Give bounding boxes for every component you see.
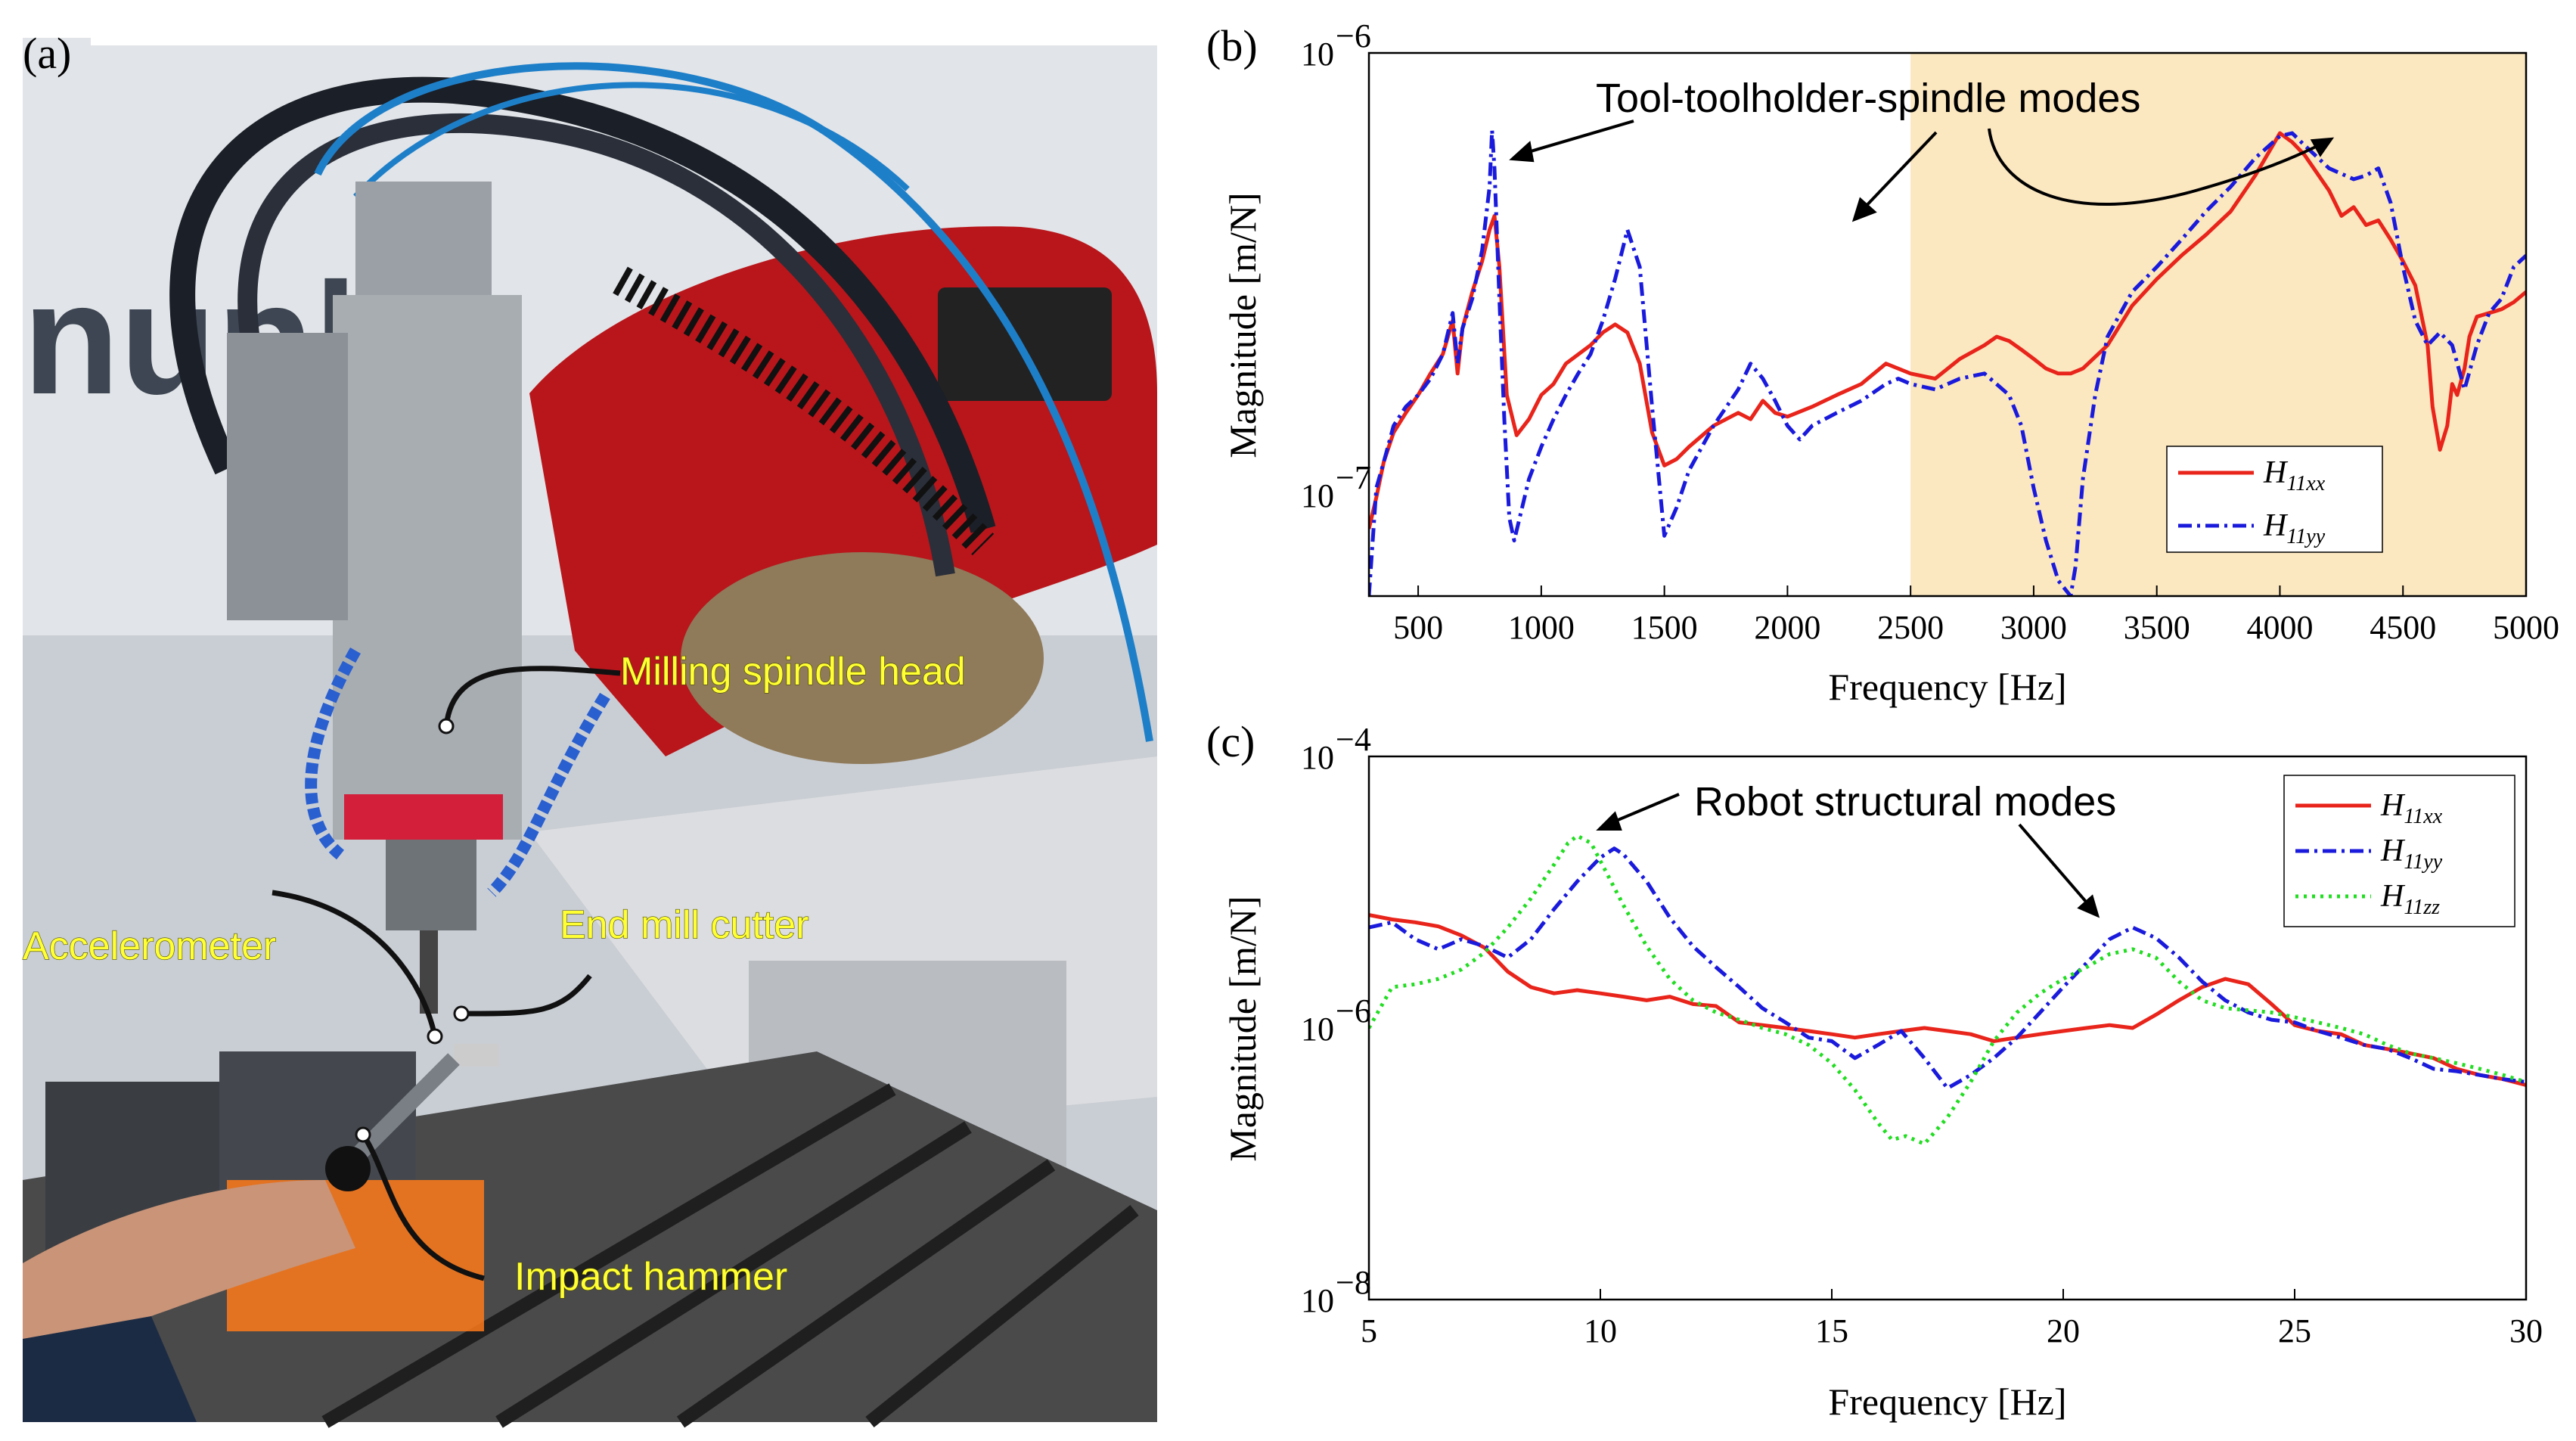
series-line-11xx bbox=[1369, 131, 2526, 530]
annotation-tool-modes: Tool-toolholder-spindle modes bbox=[1596, 76, 2140, 121]
coolant-hose-left bbox=[305, 648, 361, 860]
y-tick-top-b: 10 −6 bbox=[1301, 17, 1371, 73]
series-line-11yy bbox=[1369, 846, 2526, 1091]
svg-text:10: 10 bbox=[1301, 739, 1334, 776]
svg-text:10: 10 bbox=[1301, 1011, 1334, 1048]
x-tick-label: 1500 bbox=[1631, 609, 1698, 646]
annotation-arrows-b bbox=[1509, 120, 2335, 222]
tool-holder bbox=[386, 840, 476, 930]
operator-hand bbox=[23, 1180, 355, 1362]
callout-lines bbox=[272, 666, 621, 1281]
axes-frame-b bbox=[1367, 51, 2528, 598]
x-tick-label: 3500 bbox=[2124, 609, 2190, 646]
spindle-top bbox=[355, 182, 492, 310]
accelerometer bbox=[454, 1044, 499, 1067]
hammer-handle bbox=[349, 1053, 460, 1163]
x-tick-label: 25 bbox=[2278, 1312, 2311, 1349]
legend-c-label-xx: H11xx bbox=[2380, 788, 2443, 828]
robot-joint-plate bbox=[681, 552, 1044, 764]
x-axis-label-b: Frequency [Hz] bbox=[1828, 666, 2066, 708]
x-tick-label: 2000 bbox=[1754, 609, 1820, 646]
x-tick-label: 30 bbox=[2509, 1312, 2543, 1349]
operator-sleeve bbox=[23, 1316, 197, 1422]
legend-b-label-yy: H11yy bbox=[2263, 508, 2326, 548]
legend-b: H11xx H11yy bbox=[2166, 446, 2383, 553]
legend-c-label-zz: H11zz bbox=[2380, 879, 2440, 919]
y-axis-label-c: Magnitude [m/N] bbox=[1221, 896, 1264, 1161]
x-tick-label: 4000 bbox=[2246, 609, 2313, 646]
svg-text:−4: −4 bbox=[1336, 721, 1371, 758]
x-tick-label: 500 bbox=[1393, 609, 1443, 646]
x-tick-label: 20 bbox=[2047, 1312, 2080, 1349]
x-tick-label: 1000 bbox=[1508, 609, 1575, 646]
callout-impact-hammer: Impact hammer bbox=[514, 1255, 787, 1299]
y-tick-bot-c: 10 −8 bbox=[1301, 1264, 1371, 1319]
y-tick-mid-b: 10 −7 bbox=[1301, 459, 1371, 514]
svg-text:−8: −8 bbox=[1336, 1264, 1371, 1301]
svg-text:−6: −6 bbox=[1336, 17, 1371, 54]
cables bbox=[169, 62, 1153, 742]
coolant-hose-right bbox=[487, 692, 610, 897]
spindle-red-collar bbox=[344, 794, 503, 840]
svg-text:10: 10 bbox=[1301, 36, 1334, 73]
spindle-body bbox=[333, 295, 522, 840]
bed-slots bbox=[321, 1083, 1139, 1428]
hammer-head bbox=[325, 1146, 371, 1191]
photo-panel: nunh Mil bbox=[22, 29, 1157, 1428]
panel-c-label: (c) bbox=[1206, 719, 1255, 766]
chart-b: (b) 500 1000 1500 2000 2500 3000 3500 4000 4500 5… bbox=[1206, 17, 2559, 708]
legend-c: H11xx H11yy H11zz bbox=[2283, 775, 2515, 927]
series-line-11zz bbox=[1369, 834, 2526, 1146]
panel-b-label: (b) bbox=[1206, 21, 1258, 70]
panel-a-label-bg bbox=[23, 38, 91, 91]
callout-dots bbox=[355, 718, 470, 1143]
spindle-side-module bbox=[227, 333, 348, 620]
plot-area-b bbox=[1369, 128, 2526, 596]
x-axis-label-c: Frequency [Hz] bbox=[1828, 1380, 2066, 1423]
robot-connector-box bbox=[938, 287, 1112, 401]
svg-text:−6: −6 bbox=[1336, 992, 1371, 1030]
svg-text:−7: −7 bbox=[1336, 459, 1371, 496]
x-tick-label: 5 bbox=[1361, 1312, 1377, 1349]
annotation-arrows-c bbox=[1596, 793, 2100, 918]
x-ticks-c: 5 10 15 20 25 30 bbox=[1361, 1289, 2543, 1349]
legend-c-label-yy: H11yy bbox=[2380, 834, 2443, 874]
x-tick-label: 15 bbox=[1815, 1312, 1848, 1349]
annotation-robot-modes: Robot structural modes bbox=[1694, 779, 2116, 825]
callout-end-mill-cutter: End mill cutter bbox=[560, 903, 808, 947]
plot-area-c bbox=[1369, 834, 2526, 1146]
axes-frame-c bbox=[1367, 755, 2528, 1301]
y-tick-mid-c: 10 −6 bbox=[1301, 992, 1371, 1048]
x-tick-label: 2500 bbox=[1877, 609, 1944, 646]
chart-c: (c) 5 10 15 20 25 30 10 −4 10 −6 10 −8 Freque… bbox=[1206, 719, 2543, 1423]
x-tick-label: 5000 bbox=[2493, 609, 2559, 646]
series-line-11yy bbox=[1369, 128, 2526, 596]
svg-text:10: 10 bbox=[1301, 477, 1334, 514]
callout-accelerometer: Accelerometer bbox=[23, 924, 276, 968]
y-axis-label-b: Magnitude [m/N] bbox=[1221, 192, 1264, 458]
x-tick-label: 4500 bbox=[2370, 609, 2436, 646]
x-tick-label: 3000 bbox=[2000, 609, 2067, 646]
legend-b-label-xx: H11xx bbox=[2263, 455, 2326, 495]
y-tick-top-c: 10 −4 bbox=[1301, 721, 1371, 776]
x-ticks-b: 500 1000 1500 2000 2500 3000 3500 4000 4500 5000 bbox=[1393, 585, 2559, 646]
x-tick-label: 10 bbox=[1584, 1312, 1617, 1349]
callout-milling-spindle-head: Milling spindle head bbox=[620, 650, 966, 694]
panel-a-label: (a) bbox=[23, 29, 71, 78]
series-line-11xx bbox=[1369, 913, 2526, 1087]
svg-text:10: 10 bbox=[1301, 1282, 1334, 1319]
